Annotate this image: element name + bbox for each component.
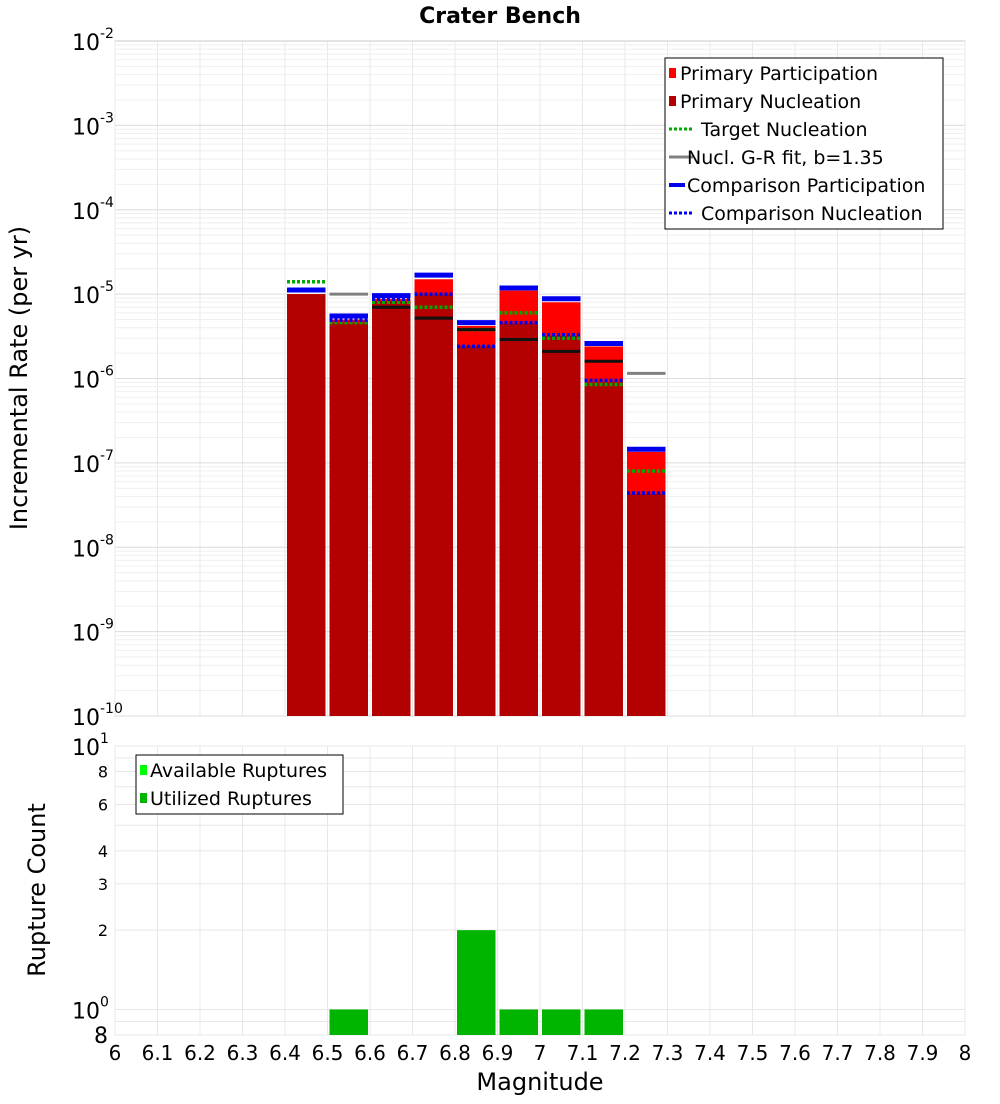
top-bar-primary-nucleation (414, 294, 453, 716)
bottom-bar-utilized-ruptures (584, 1009, 623, 1035)
bottom-y-tick-label: 8 (94, 1024, 108, 1049)
top-bar-primary-nucleation (542, 335, 581, 716)
chart-title: Crater Bench (419, 4, 581, 29)
top-y-tick-label: 10-10 (72, 701, 123, 731)
x-tick-label: 6.9 (482, 1041, 514, 1065)
top-legend-label: Comparison Participation (687, 175, 925, 197)
top-y-tick-label: 10-9 (72, 617, 114, 647)
top-bar-primary-nucleation (287, 294, 326, 716)
x-tick-label: 7.3 (652, 1041, 684, 1065)
x-tick-label: 7.1 (567, 1041, 599, 1065)
x-tick-labels: 6 6.1 6.2 6.3 6.4 6.5 6.6 6.7 6.8 6.9 7 7.1 7.2 7.3 7.… (109, 1041, 972, 1065)
top-legend-label: Target Nucleation (700, 119, 868, 141)
x-tick-label: 7.2 (609, 1041, 641, 1065)
bottom-legend-label: Available Ruptures (150, 760, 327, 782)
x-tick-label: 6.8 (439, 1041, 471, 1065)
bottom-legend-swatch (140, 765, 147, 775)
top-bar-primary-nucleation (499, 323, 538, 716)
top-gridlines (114, 41, 966, 717)
x-tick-label: 7.6 (779, 1041, 811, 1065)
top-y-tick-label: 10-3 (72, 110, 114, 140)
x-tick-label: 6.3 (227, 1041, 259, 1065)
bottom-y-tick-label: 100 (72, 994, 109, 1024)
bottom-y-tick-label: 2 (98, 921, 108, 940)
x-tick-label: 6.7 (397, 1041, 429, 1065)
bottom-bar-utilized-ruptures (542, 1009, 581, 1035)
bottom-bar-utilized-ruptures (329, 1009, 368, 1035)
bottom-legend-label: Utilized Ruptures (150, 788, 312, 810)
top-bar-primary-nucleation (584, 382, 623, 716)
x-tick-label: 7.4 (694, 1041, 726, 1065)
bottom-y-tick-label: 3 (98, 875, 108, 894)
x-tick-label: 7.7 (822, 1041, 854, 1065)
top-bar-primary-nucleation (627, 493, 666, 716)
top-legend-swatch (669, 68, 676, 78)
bottom-y-tick-label: 6 (98, 795, 108, 814)
top-bars (287, 279, 666, 716)
top-legend: Primary Participation Primary Nucleation T… (664, 57, 944, 230)
bottom-y-axis-label: Rupture Count (23, 803, 51, 977)
bottom-legend: Available Ruptures Utilized Ruptures (135, 754, 344, 815)
top-y-tick-label: 10-2 (72, 26, 114, 56)
bottom-bar-utilized-ruptures (457, 930, 496, 1035)
top-line-marks (287, 272, 666, 495)
top-y-tick-label: 10-4 (72, 195, 114, 225)
x-tick-label: 7.9 (907, 1041, 939, 1065)
x-tick-label: 6.4 (269, 1041, 301, 1065)
top-bar-primary-nucleation (372, 300, 411, 716)
bottom-legend-box (135, 754, 344, 815)
x-tick-label: 7 (534, 1041, 547, 1065)
top-legend-label: Comparison Nucleation (701, 203, 923, 225)
x-tick-label: 7.8 (864, 1041, 896, 1065)
x-tick-label: 6.5 (312, 1041, 344, 1065)
top-legend-box (664, 57, 944, 230)
x-tick-label: 6.6 (354, 1041, 386, 1065)
bottom-bars (329, 930, 623, 1035)
top-bar-primary-nucleation (329, 323, 368, 716)
top-y-tick-label: 10-7 (72, 448, 114, 478)
bottom-gridlines (114, 745, 966, 1036)
x-tick-label: 6.1 (142, 1041, 174, 1065)
bottom-bar-utilized-ruptures (499, 1009, 538, 1035)
top-y-tick-label: 10-8 (72, 532, 114, 562)
x-tick-label: 8 (959, 1041, 972, 1065)
x-axis-label: Magnitude (476, 1068, 603, 1096)
x-tick-label: 6.2 (184, 1041, 216, 1065)
x-tick-label: 6 (109, 1041, 122, 1065)
top-legend-label: Primary Participation (680, 63, 878, 85)
top-y-tick-label: 10-5 (72, 279, 114, 309)
top-y-tick-label: 10-6 (72, 364, 114, 394)
top-y-tick-labels: 10-2 10-3 10-4 10-5 10-6 10-7 10-8 10-9 10-10 (72, 26, 123, 731)
bottom-y-tick-label: 101 (72, 731, 109, 761)
bottom-legend-swatch (140, 793, 147, 803)
bottom-y-tick-label: 8 (98, 763, 108, 782)
top-legend-label: Primary Nucleation (680, 91, 861, 113)
top-bar-primary-nucleation (457, 346, 496, 716)
top-y-axis-label: Incremental Rate (per yr) (5, 226, 33, 530)
bottom-y-tick-label: 4 (98, 842, 108, 861)
top-legend-swatch (669, 96, 676, 106)
top-legend-label: Nucl. G-R fit, b=1.35 (687, 147, 884, 169)
x-tick-label: 7.5 (737, 1041, 769, 1065)
